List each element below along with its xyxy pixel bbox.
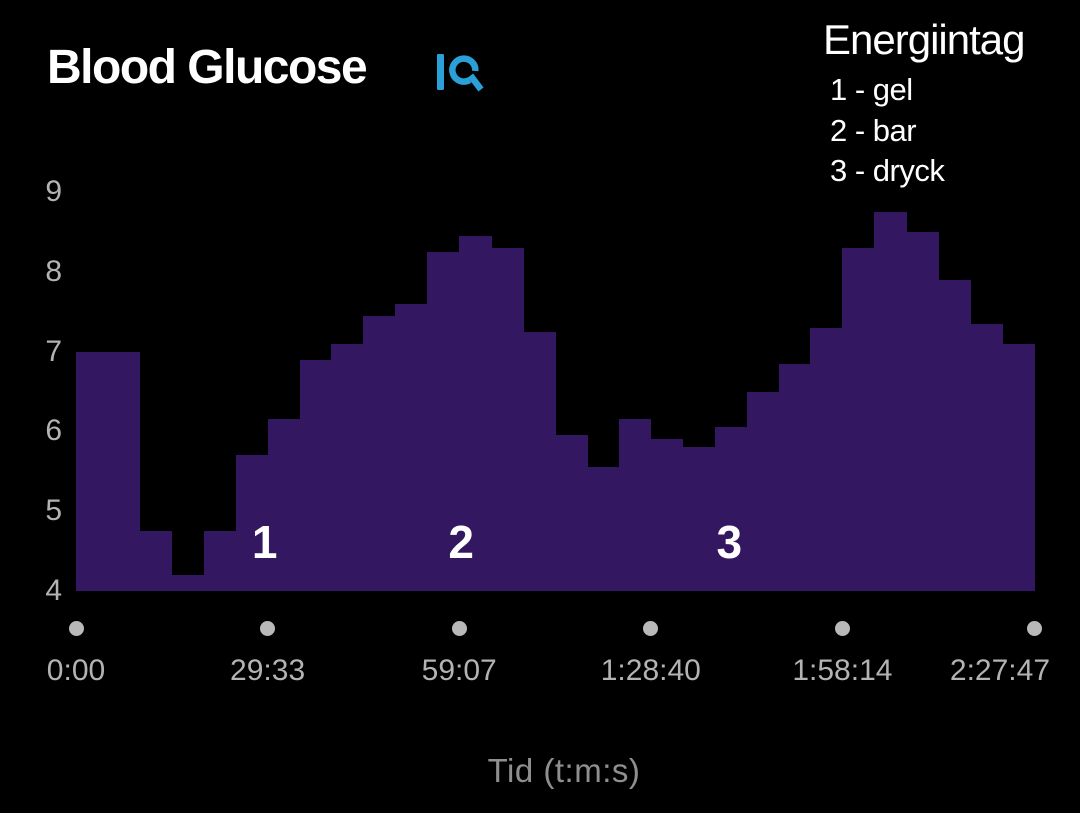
glucose-bar bbox=[139, 531, 173, 591]
legend-title: Energiintag bbox=[823, 16, 1025, 63]
y-tick-label: 7 bbox=[45, 334, 62, 368]
glucose-bar bbox=[107, 351, 141, 591]
glucose-bar bbox=[427, 251, 460, 591]
x-tick-dot bbox=[834, 621, 850, 636]
x-tick-label: 2:27:47 bbox=[949, 654, 1050, 687]
x-tick-label: 1:28:40 bbox=[600, 654, 701, 687]
glucose-bar bbox=[1002, 343, 1035, 591]
x-tick-dot bbox=[643, 621, 659, 636]
legend-item-gel: 1 - gel bbox=[830, 72, 913, 107]
glucose-bar bbox=[459, 235, 492, 591]
glucose-bar bbox=[267, 419, 301, 591]
glucose-bar bbox=[203, 531, 237, 591]
glucose-bar bbox=[714, 427, 748, 591]
glucose-bar bbox=[395, 303, 428, 591]
y-tick-label: 6 bbox=[45, 414, 62, 448]
glucose-bar bbox=[682, 447, 716, 591]
glucose-bar bbox=[523, 331, 556, 591]
y-tick-label: 5 bbox=[45, 494, 62, 528]
legend-item-dryck: 3 - dryck bbox=[830, 153, 945, 188]
legend-items: 1 - gel 2 - bar 3 - dryck bbox=[823, 68, 1024, 192]
energy-intake-marker-3: 3 bbox=[716, 516, 743, 568]
x-axis-title: Tid (t:m:s) bbox=[487, 752, 641, 789]
glucose-bar bbox=[299, 359, 333, 591]
y-tick-label: 9 bbox=[45, 175, 62, 208]
x-tick-dot bbox=[1026, 621, 1042, 636]
connect-iq-icon bbox=[434, 52, 486, 101]
x-tick-label: 29:33 bbox=[230, 654, 306, 687]
energy-intake-marker-2: 2 bbox=[448, 516, 474, 568]
glucose-bar bbox=[970, 323, 1003, 591]
x-tick-label: 0:00 bbox=[46, 654, 106, 687]
glucose-bar bbox=[938, 279, 971, 591]
y-tick-label: 8 bbox=[45, 254, 62, 288]
glucose-bar bbox=[586, 467, 620, 591]
glucose-bar bbox=[491, 247, 524, 591]
glucose-bar bbox=[171, 575, 205, 591]
glucose-bar bbox=[842, 247, 875, 591]
glucose-bar bbox=[746, 391, 780, 591]
glucose-bar bbox=[810, 327, 843, 591]
glucose-bar bbox=[650, 439, 684, 591]
x-tick-label: 1:58:14 bbox=[792, 654, 893, 687]
x-tick-label: 59:07 bbox=[421, 654, 497, 687]
glucose-bar bbox=[363, 315, 396, 591]
glucose-bar bbox=[874, 211, 907, 591]
bars-layer: 1 2 3 bbox=[76, 192, 1035, 591]
glucose-bar bbox=[618, 419, 652, 591]
y-axis: 9 8 7 6 5 4 bbox=[0, 0, 62, 813]
x-tick-dot bbox=[451, 621, 467, 636]
legend-item-bar: 2 - bar bbox=[830, 112, 917, 148]
y-tick-label: 4 bbox=[45, 574, 62, 607]
energy-intake-marker-1: 1 bbox=[251, 516, 278, 568]
glucose-bar bbox=[76, 351, 109, 591]
chart-legend: Energiintag 1 - gel 2 - bar 3 - dryck bbox=[823, 12, 1025, 192]
glucose-bar bbox=[331, 343, 364, 591]
page-title: Blood Glucose bbox=[47, 41, 368, 94]
glucose-bar bbox=[906, 231, 939, 591]
x-tick-dot bbox=[260, 621, 276, 636]
glucose-bar bbox=[235, 455, 269, 591]
glucose-bar bbox=[555, 435, 588, 591]
glucose-bar bbox=[778, 363, 812, 591]
x-tick-dot bbox=[68, 621, 84, 636]
